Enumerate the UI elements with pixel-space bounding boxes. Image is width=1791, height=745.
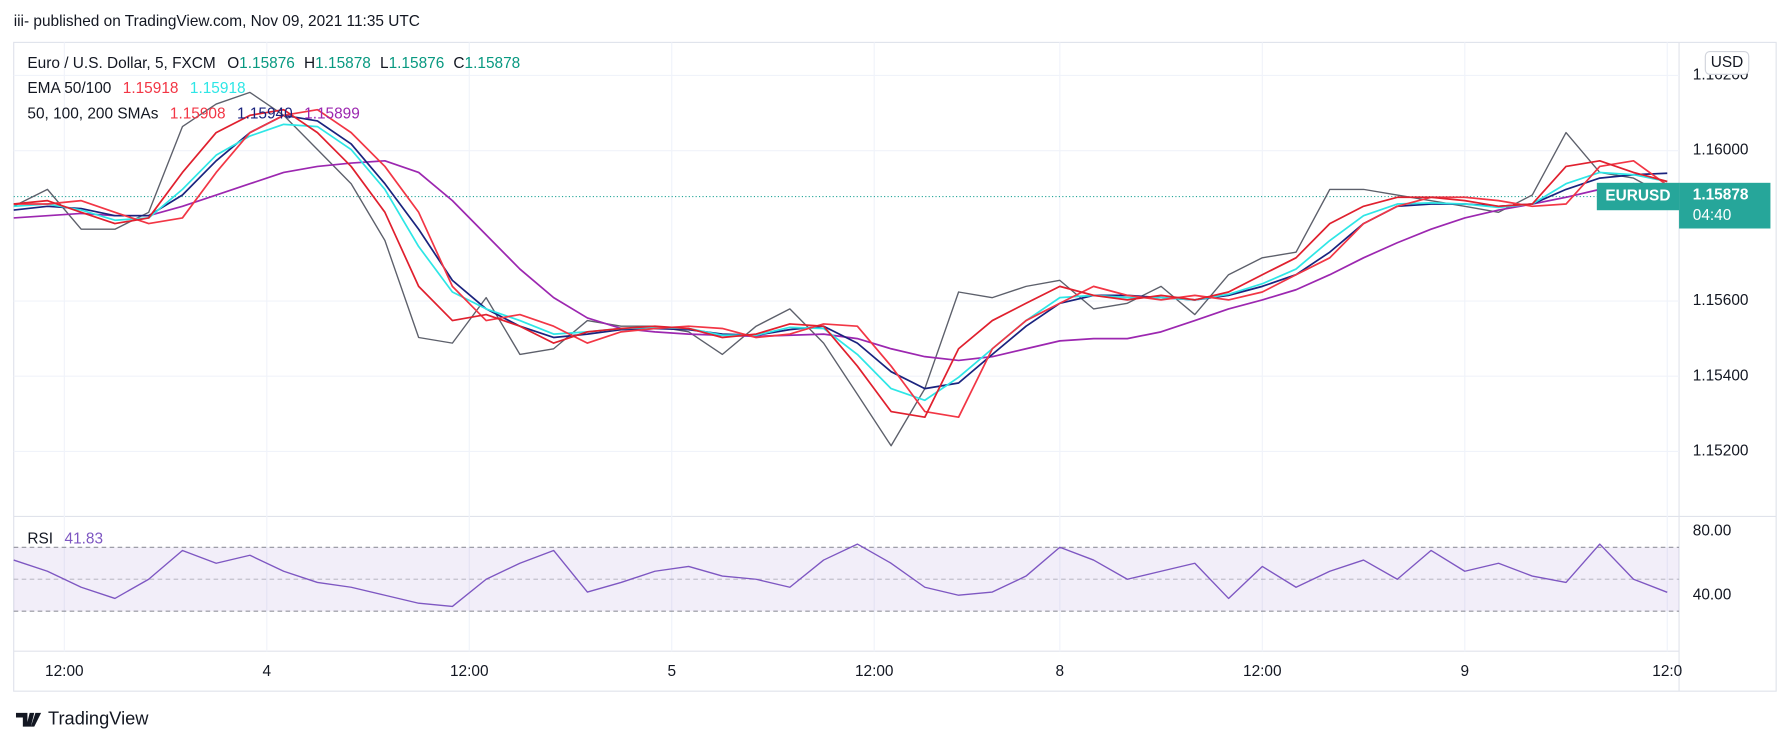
ohlc-label: L <box>380 55 389 72</box>
ohlc-label: H <box>304 55 315 72</box>
x-tick-label: 12:00 <box>1243 663 1282 680</box>
ohlc-label: O <box>227 55 239 72</box>
y-tick-label: 1.15200 <box>1693 442 1749 459</box>
indicator-name: 50, 100, 200 SMAs <box>27 105 158 122</box>
y-tick-label: 80.00 <box>1693 522 1732 539</box>
ohlc-label: C <box>453 55 464 72</box>
brand-name: TradingView <box>48 708 149 729</box>
price-line <box>13 91 1668 447</box>
indicator-line <box>13 543 1668 608</box>
rsi-title: RSI <box>27 530 53 547</box>
indicator-readout: 1.15918 <box>190 80 246 97</box>
y-tick-label: 1.15600 <box>1693 292 1749 309</box>
publish-header: iii- published on TradingView.com, Nov 0… <box>14 13 420 30</box>
indicator-legend: 50, 100, 200 SMAs 1.15908 1.15940 1.15899 <box>27 105 359 122</box>
price-tag-value: 1.15878 <box>1693 186 1749 203</box>
brand-logo: TradingView <box>15 708 149 729</box>
indicator-line <box>13 123 1668 402</box>
price-tag-countdown: 04:40 <box>1693 207 1732 224</box>
ohlc-value: 1.15878 <box>315 55 371 72</box>
rsi-band <box>13 547 1680 612</box>
y-tick-label: 40.00 <box>1693 586 1732 603</box>
currency-box <box>1704 50 1750 75</box>
indicator-readout: 1.15899 <box>304 105 360 122</box>
indicator-name: EMA 50/100 <box>27 80 111 97</box>
indicator-legend: EMA 50/100 1.15918 1.15918 <box>27 80 245 97</box>
ohlc-value: 1.15876 <box>239 55 295 72</box>
symbol-legend: Euro / U.S. Dollar, 5, FXCM O1.15876 H1.15… <box>27 55 520 72</box>
indicator-line <box>13 159 1668 362</box>
x-tick-label: 12:00 <box>855 663 894 680</box>
chart-frame <box>13 41 1777 692</box>
chart-layer: 12:00 4 12:00 5 12:00 8 12:00 9 12:0 1.15200 1.154… <box>13 42 1771 680</box>
rsi-legend: RSI 41.83 <box>27 530 103 547</box>
y-tick-label: 1.16000 <box>1693 142 1749 159</box>
x-tick-label: 5 <box>667 663 676 680</box>
rsi-readout: 41.83 <box>65 530 104 547</box>
currency-label: USD <box>1711 54 1744 71</box>
x-tick-label: 12:00 <box>45 663 84 680</box>
indicator-readout: 1.15918 <box>123 80 179 97</box>
ohlc-value: 1.15878 <box>465 55 521 72</box>
x-tick-label: 12:0 <box>1652 663 1682 680</box>
x-tick-label: 9 <box>1460 663 1469 680</box>
indicator-readout: 1.15908 <box>170 105 226 122</box>
y-tick-label: 1.15400 <box>1693 367 1749 384</box>
x-tick-label: 12:00 <box>450 663 489 680</box>
symbol-name: Euro / U.S. Dollar, 5, FXCM <box>27 55 215 72</box>
price-tag <box>1679 182 1771 229</box>
indicator-line <box>13 108 1668 419</box>
x-tick-label: 8 <box>1056 663 1065 680</box>
indicator-readout: 1.15940 <box>237 105 293 122</box>
ohlc-value: 1.15876 <box>389 55 445 72</box>
symbol-tag <box>1596 182 1680 211</box>
x-tick-label: 4 <box>263 663 272 680</box>
symbol-tag-label: EURUSD <box>1605 188 1670 205</box>
